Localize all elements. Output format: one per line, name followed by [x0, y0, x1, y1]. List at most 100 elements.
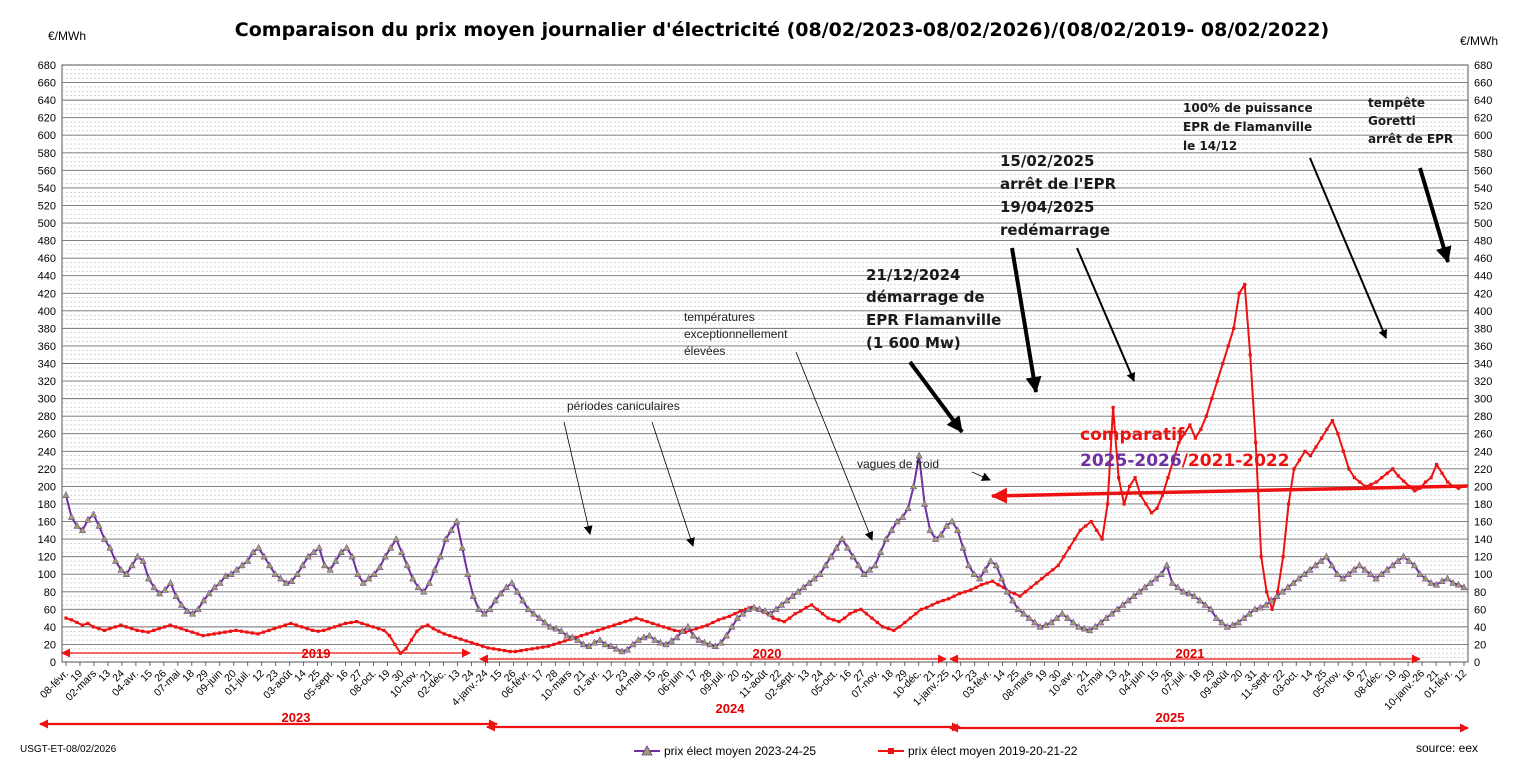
annotation-line: redémarrage [1000, 221, 1110, 239]
y-tick-label-right: 140 [1474, 534, 1492, 546]
data-point [267, 628, 271, 632]
y-tick-label-left: 140 [38, 534, 56, 546]
data-point [952, 594, 956, 598]
data-point [970, 570, 978, 577]
arrow-epr-stop [1010, 247, 1042, 393]
data-point [552, 624, 560, 632]
data-point [1029, 585, 1033, 589]
data-point [420, 625, 424, 629]
data-point [283, 623, 287, 627]
data-point [310, 548, 318, 556]
y-tick-label-left: 280 [38, 411, 56, 423]
data-point [344, 621, 348, 625]
data-point [437, 629, 441, 633]
data-point [393, 642, 397, 647]
data-point [706, 640, 714, 648]
data-point [1306, 565, 1314, 573]
data-point [634, 636, 643, 643]
y-tick-label-right: 220 [1474, 464, 1492, 476]
data-point [948, 517, 956, 525]
period-label-top: 2020 [753, 646, 782, 661]
data-point [1117, 476, 1121, 480]
data-point [62, 491, 70, 498]
data-point [387, 634, 392, 638]
data-point [842, 616, 847, 620]
data-point [689, 631, 698, 639]
data-point [139, 557, 147, 564]
annotation-goretti: tempête Goretti arrêt de EPR [1368, 96, 1453, 146]
data-point [1276, 590, 1280, 594]
data-point [893, 517, 901, 525]
data-point [1440, 471, 1444, 475]
y-tick-label-left: 100 [38, 569, 56, 581]
data-point [513, 587, 521, 595]
data-point [990, 579, 995, 583]
period-label-top: 2021 [1176, 646, 1205, 661]
data-point [425, 578, 433, 586]
data-point [783, 596, 791, 604]
data-point [618, 621, 622, 625]
data-point [870, 616, 874, 620]
data-point [750, 603, 758, 611]
y-tick-label-left: 340 [38, 359, 56, 371]
data-point [392, 535, 400, 542]
data-point [1149, 511, 1154, 515]
data-point [865, 565, 874, 573]
data-point [1023, 590, 1028, 594]
data-point [958, 591, 962, 596]
data-point [1069, 618, 1077, 626]
data-point [249, 548, 257, 556]
data-point [541, 645, 545, 649]
data-point [481, 644, 485, 648]
data-point [782, 620, 786, 624]
data-point [810, 603, 814, 607]
data-point [1284, 583, 1292, 591]
data-point [810, 574, 819, 582]
y-tick-label-right: 40 [1474, 622, 1486, 634]
data-point [996, 583, 1000, 587]
data-point [766, 609, 775, 617]
data-point [1045, 572, 1049, 576]
data-point [1240, 614, 1248, 621]
data-point [645, 620, 649, 624]
y-ticks-left: 0 20 40 60 80 100 120 140 160 180 200 220 240 260 280 3… [38, 60, 56, 669]
data-point [1122, 502, 1126, 506]
data-point [579, 634, 583, 638]
y-tick-label-right: 400 [1474, 306, 1492, 318]
data-point [728, 622, 736, 630]
arrow-heatwave-1 [563, 421, 593, 535]
data-point [848, 612, 852, 616]
data-point [128, 561, 136, 569]
data-point [179, 627, 183, 631]
data-point [843, 543, 852, 551]
data-point [130, 627, 134, 631]
legend-item-2023-2025: prix élect moyen 2023-24-25 [634, 744, 816, 758]
data-point [1248, 353, 1252, 357]
data-point [409, 638, 413, 642]
data-point [936, 600, 940, 604]
data-point [1097, 618, 1105, 626]
y-tick-label-left: 520 [38, 200, 56, 212]
data-point [1350, 565, 1358, 573]
data-point [661, 625, 666, 629]
data-point [530, 609, 538, 617]
data-point [1361, 565, 1369, 573]
data-point [1067, 546, 1071, 550]
arrow-epr-restart [1076, 247, 1135, 382]
data-point [695, 636, 703, 643]
data-point [1328, 561, 1336, 569]
data-point [124, 625, 128, 629]
data-point [376, 563, 384, 570]
data-point [881, 625, 885, 629]
data-point [168, 623, 172, 627]
data-point [210, 583, 219, 591]
data-point [903, 620, 907, 625]
data-point [1223, 622, 1231, 630]
data-point [73, 521, 81, 529]
chart-title: Comparaison du prix moyen journalier d'é… [235, 19, 1329, 41]
y-tick-label-left: 20 [44, 639, 56, 651]
data-point [645, 631, 654, 639]
data-point [80, 623, 85, 627]
data-point [458, 543, 466, 551]
data-point [864, 612, 869, 616]
